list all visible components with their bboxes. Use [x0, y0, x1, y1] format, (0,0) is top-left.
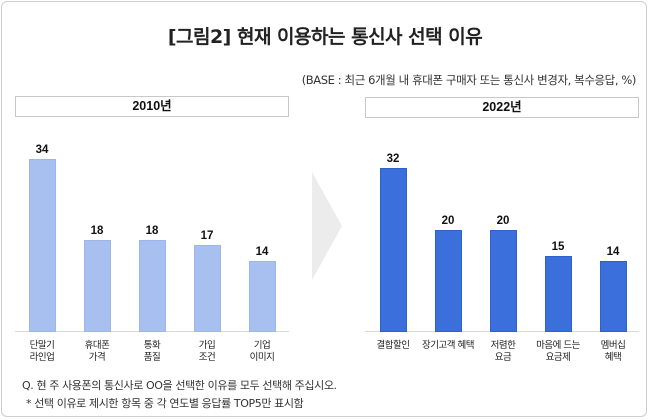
- bar-value: 32: [386, 153, 400, 165]
- bar-2022-3: [545, 256, 572, 332]
- figure-title: [그림2] 현재 이용하는 통신사 선택 이유: [167, 26, 483, 48]
- bar-value: 14: [255, 246, 269, 258]
- category-label: 가입 조건: [198, 340, 216, 363]
- footnote: * 선택 이유로 제시한 항목 중 각 연도별 응답률 TOP5만 표시함: [26, 397, 304, 410]
- category-label: 결합할인: [376, 340, 410, 351]
- category-label: 멤버십 혜택: [600, 340, 626, 363]
- bar-2022-4: [600, 261, 627, 332]
- arrow-right-icon: [312, 172, 342, 280]
- bar-value: 18: [90, 225, 104, 237]
- category-label: 장기고객 혜택: [422, 340, 474, 351]
- bar-value: 15: [551, 241, 565, 253]
- category-label: 기업 이미지: [249, 340, 275, 363]
- bar-value: 18: [145, 225, 159, 237]
- bar-2010-2: [139, 240, 166, 332]
- category-label: 휴대폰 가격: [84, 340, 110, 363]
- category-label: 마음에 드는 요금제: [536, 340, 580, 363]
- category-label: 저렴한 요금: [490, 340, 516, 363]
- bar-2010-1: [84, 240, 111, 332]
- category-label: 단말기 라인업: [29, 340, 55, 363]
- panel-header-2022: 2022년: [365, 97, 639, 118]
- bar-2010-3: [194, 245, 221, 332]
- bar-2022-0: [380, 168, 407, 332]
- bar-value: 20: [496, 215, 510, 227]
- bar-2010-0: [29, 159, 56, 332]
- survey-question: Q. 현 주 사용폰의 통신사로 OO을 선택한 이유를 모두 선택해 주십시오…: [22, 379, 337, 392]
- bar-2022-2: [490, 230, 517, 332]
- category-label: 통화 품질: [143, 340, 161, 363]
- bar-2022-1: [435, 230, 462, 332]
- bar-value: 17: [200, 230, 214, 242]
- bar-value: 20: [441, 215, 455, 227]
- bar-value: 34: [35, 144, 49, 156]
- bar-value: 14: [606, 246, 620, 258]
- bar-2010-4: [249, 261, 276, 332]
- base-note: (BASE : 최근 6개월 내 휴대폰 구매자 또는 통신사 변경자, 복수응…: [301, 73, 637, 87]
- panel-header-2010: 2010년: [15, 96, 289, 117]
